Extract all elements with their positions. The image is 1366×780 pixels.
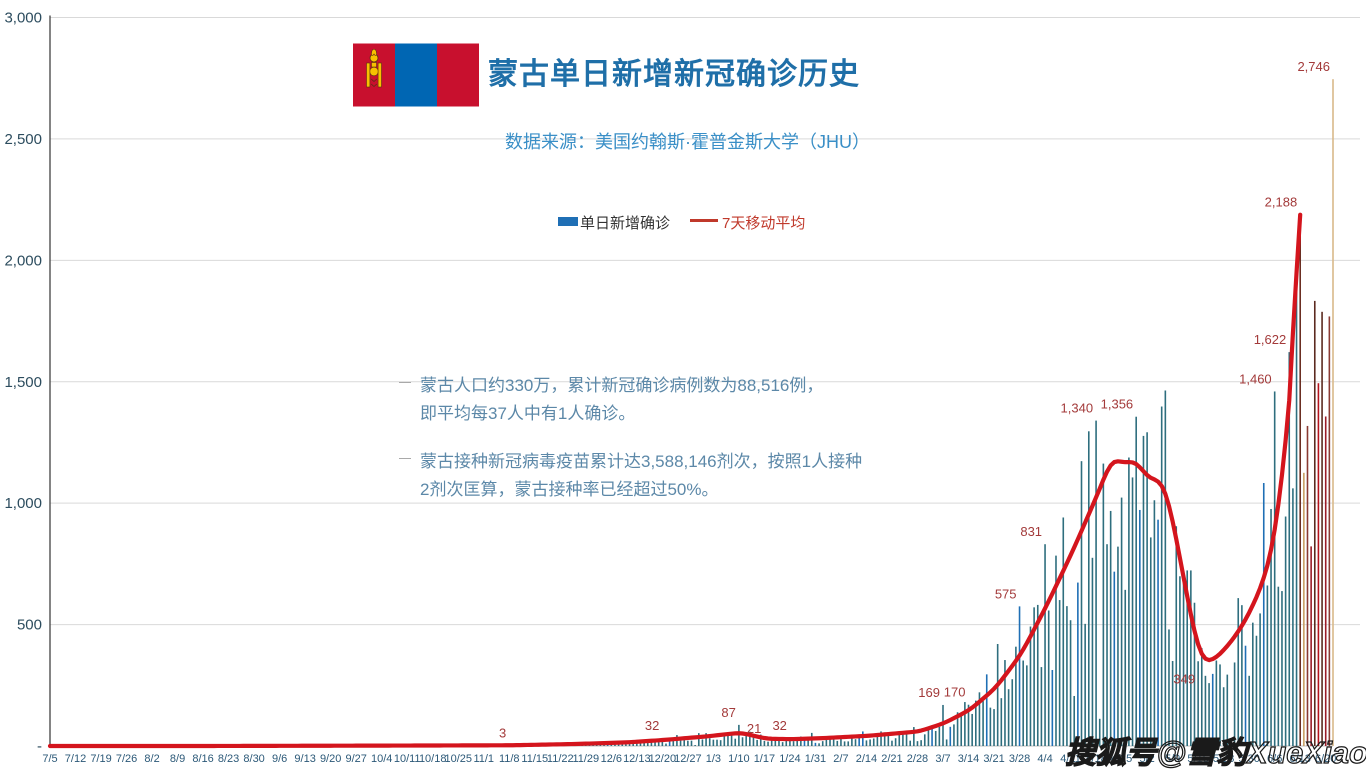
svg-text:9/20: 9/20 xyxy=(320,753,341,765)
svg-text:575: 575 xyxy=(995,586,1017,601)
svg-text:349: 349 xyxy=(1173,671,1195,686)
svg-text:9/13: 9/13 xyxy=(294,753,315,765)
svg-text:3,000: 3,000 xyxy=(4,10,42,27)
svg-text:87: 87 xyxy=(721,705,735,720)
svg-text:3/21: 3/21 xyxy=(983,753,1004,765)
svg-text:12/6: 12/6 xyxy=(601,753,622,765)
svg-text:170: 170 xyxy=(944,685,966,700)
svg-text:8/30: 8/30 xyxy=(243,753,264,765)
svg-text:2,500: 2,500 xyxy=(4,131,42,148)
svg-text:7/5: 7/5 xyxy=(42,753,57,765)
svg-text:10/11: 10/11 xyxy=(394,753,421,765)
svg-text:搜狐号@雪豹XueXiao: 搜狐号@雪豹XueXiao xyxy=(1065,736,1366,770)
svg-text:10/18: 10/18 xyxy=(419,753,447,765)
svg-text:9/27: 9/27 xyxy=(345,753,366,765)
svg-text:1,340: 1,340 xyxy=(1061,401,1094,416)
svg-text:1,356: 1,356 xyxy=(1101,397,1134,412)
svg-text:831: 831 xyxy=(1020,524,1042,539)
svg-text:4/4: 4/4 xyxy=(1037,753,1052,765)
svg-text:169: 169 xyxy=(918,685,940,700)
svg-text:8/16: 8/16 xyxy=(192,753,213,765)
svg-text:1/31: 1/31 xyxy=(805,753,826,765)
svg-text:3/7: 3/7 xyxy=(935,753,950,765)
svg-text:21: 21 xyxy=(747,721,761,736)
svg-text:3/14: 3/14 xyxy=(958,753,979,765)
svg-text:8/9: 8/9 xyxy=(170,753,185,765)
svg-text:2/28: 2/28 xyxy=(907,753,928,765)
svg-text:3: 3 xyxy=(499,725,506,740)
svg-text:500: 500 xyxy=(17,617,42,634)
svg-text:11/8: 11/8 xyxy=(499,753,520,765)
svg-text:7/19: 7/19 xyxy=(90,753,111,765)
svg-text:12/20: 12/20 xyxy=(649,753,677,765)
svg-text:11/1: 11/1 xyxy=(473,753,494,765)
svg-text:2,746: 2,746 xyxy=(1297,59,1330,74)
svg-text:12/13: 12/13 xyxy=(623,753,651,765)
svg-text:1,622: 1,622 xyxy=(1254,332,1287,347)
svg-text:11/15: 11/15 xyxy=(521,753,548,765)
svg-text:2,000: 2,000 xyxy=(4,252,42,269)
svg-text:1/17: 1/17 xyxy=(754,753,775,765)
svg-text:32: 32 xyxy=(645,718,659,733)
svg-text:2/14: 2/14 xyxy=(856,753,877,765)
svg-text:8/2: 8/2 xyxy=(144,753,159,765)
svg-text:10/4: 10/4 xyxy=(371,753,392,765)
svg-text:11/29: 11/29 xyxy=(572,753,599,765)
svg-text:1,460: 1,460 xyxy=(1239,371,1272,386)
svg-text:1/3: 1/3 xyxy=(706,753,721,765)
svg-text:3/28: 3/28 xyxy=(1009,753,1030,765)
svg-text:8/23: 8/23 xyxy=(218,753,239,765)
svg-text:2/21: 2/21 xyxy=(881,753,902,765)
svg-text:10/25: 10/25 xyxy=(444,753,472,765)
svg-text:32: 32 xyxy=(772,718,786,733)
svg-text:9/6: 9/6 xyxy=(272,753,287,765)
svg-text:1,500: 1,500 xyxy=(4,374,42,391)
svg-text:1/10: 1/10 xyxy=(728,753,749,765)
svg-text:12/27: 12/27 xyxy=(674,753,702,765)
svg-text:-: - xyxy=(37,738,42,755)
svg-text:2/7: 2/7 xyxy=(833,753,848,765)
svg-text:1/24: 1/24 xyxy=(779,753,800,765)
svg-text:1,000: 1,000 xyxy=(4,495,42,512)
svg-text:11/22: 11/22 xyxy=(547,753,574,765)
svg-text:2,188: 2,188 xyxy=(1265,195,1298,210)
svg-text:7/26: 7/26 xyxy=(116,753,137,765)
svg-text:7/12: 7/12 xyxy=(65,753,86,765)
